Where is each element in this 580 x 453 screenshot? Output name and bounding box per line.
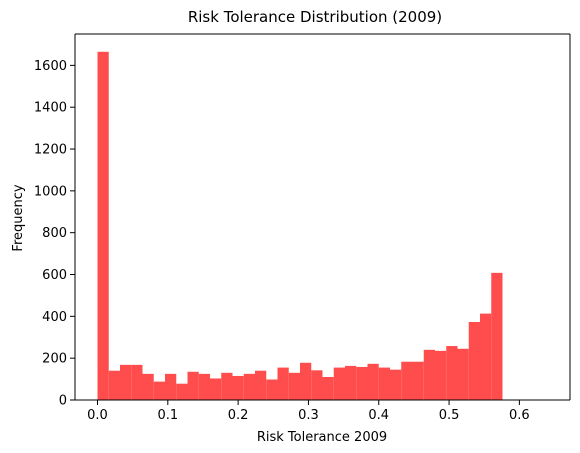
x-tick-label: 0.4 [368, 408, 389, 423]
axes-layer: 0.0 0.1 0.2 0.3 0.4 0.5 0.6 0 200 400 600 800 1000 12… [34, 33, 571, 423]
histogram-bar [210, 378, 222, 400]
y-tick-label: 1000 [34, 184, 67, 199]
histogram-bar [367, 363, 379, 400]
histogram-bar [435, 350, 447, 400]
histogram-bar [311, 370, 323, 400]
histogram-bar [356, 366, 368, 400]
y-tick-label: 1200 [34, 143, 67, 158]
histogram-bar [187, 371, 199, 400]
histogram-bar [468, 321, 480, 400]
histogram-bar [412, 361, 424, 400]
histogram-bar [221, 372, 233, 400]
histogram-bar [142, 373, 154, 400]
histogram-bar [198, 373, 210, 400]
x-axis-title: Risk Tolerance 2009 [257, 430, 387, 445]
y-tick-label: 200 [42, 352, 67, 367]
x-tick-label: 0.5 [439, 408, 460, 423]
histogram-bar [390, 369, 402, 400]
histogram-bar [491, 272, 503, 400]
histogram-bar [266, 379, 278, 400]
y-tick-label: 400 [42, 310, 67, 325]
histogram-bar [97, 51, 109, 400]
histogram-bar [423, 349, 435, 400]
x-tick-label: 0.3 [298, 408, 319, 423]
histogram-bar [378, 367, 390, 400]
histogram-bar [176, 383, 188, 400]
histogram-bar [243, 373, 255, 400]
y-tick-label: 1400 [34, 101, 67, 116]
y-tick-label: 1600 [34, 59, 67, 74]
histogram-bar [165, 373, 177, 400]
histogram-bar [446, 346, 458, 400]
y-axis-title: Frequency [11, 184, 26, 251]
histogram-bar [255, 370, 267, 400]
histogram-bar [131, 364, 143, 400]
x-tick-label: 0.1 [157, 408, 178, 423]
x-tick-label: 0.6 [509, 408, 530, 423]
histogram-bar [277, 367, 289, 400]
histogram-bar [288, 372, 300, 400]
histogram-bar [345, 365, 357, 400]
histogram-bar [232, 375, 244, 400]
histogram-bar [153, 381, 165, 400]
histogram-bar [300, 362, 312, 400]
histogram-bar [401, 361, 413, 400]
histogram-bar [322, 376, 334, 400]
histogram-bar [333, 367, 345, 400]
y-tick-label: 800 [42, 226, 67, 241]
histogram-bar [120, 364, 132, 400]
histogram-bar [108, 370, 120, 400]
x-tick-label: 0.0 [87, 408, 108, 423]
chart-title: Risk Tolerance Distribution (2009) [188, 8, 442, 26]
histogram-bar [480, 313, 492, 400]
y-tick-label: 600 [42, 268, 67, 283]
y-tick-label: 0 [59, 394, 67, 409]
bars-layer [97, 51, 503, 400]
histogram-bar [457, 348, 469, 400]
x-tick-label: 0.2 [228, 408, 249, 423]
